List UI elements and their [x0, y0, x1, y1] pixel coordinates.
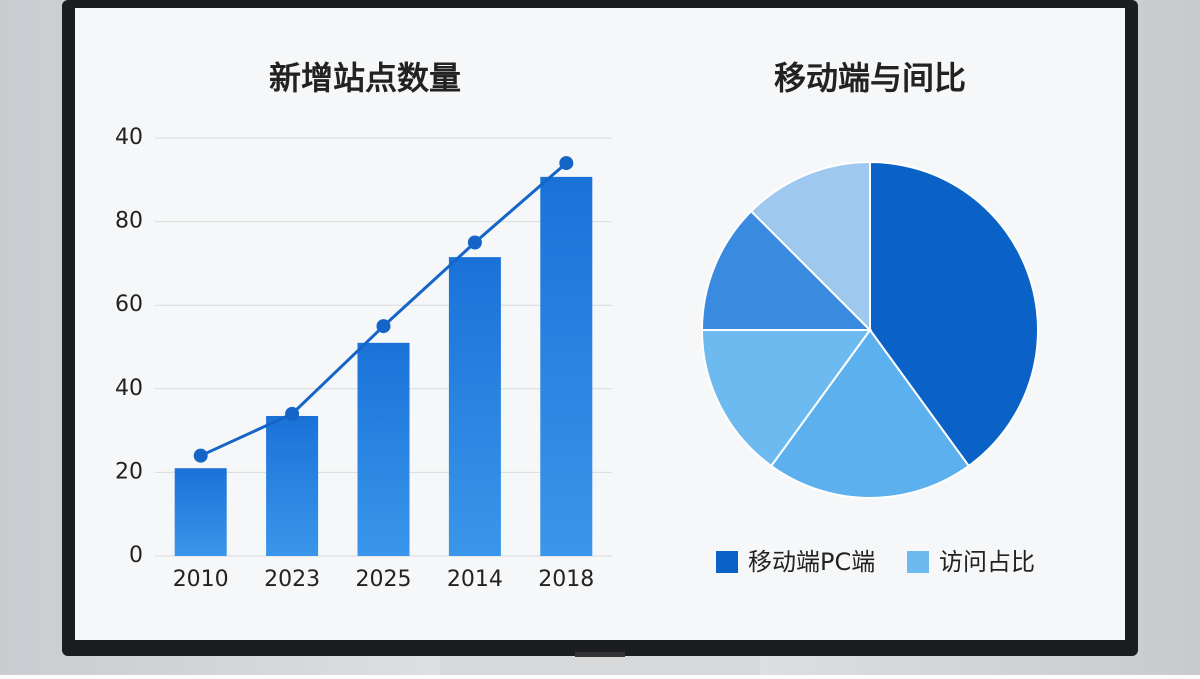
bar	[448, 257, 501, 556]
legend-swatch	[716, 551, 738, 573]
x-tick-label: 2025	[356, 567, 412, 592]
bar	[357, 342, 410, 556]
pie-slice	[869, 160, 1039, 468]
x-tick-label: 2014	[447, 567, 503, 592]
pie-slice	[700, 209, 873, 331]
x-tick-label: 2010	[173, 567, 229, 592]
legend-label: 访问占比	[939, 548, 1035, 576]
monitor-logo	[575, 652, 625, 657]
legend-swatch	[907, 551, 929, 573]
line-point	[559, 156, 574, 171]
line-point	[285, 406, 300, 421]
pie-slice	[769, 328, 971, 499]
line-point	[193, 448, 208, 463]
y-tick-label: 60	[115, 292, 143, 317]
x-tick-label: 2018	[538, 567, 594, 592]
y-tick-label: 0	[129, 543, 143, 568]
y-tick-label: 40	[115, 376, 143, 401]
pie-slice	[700, 329, 872, 468]
pie-slice	[749, 160, 871, 333]
y-tick-label: 40	[115, 125, 143, 150]
line-point	[467, 235, 482, 250]
bar	[174, 468, 227, 556]
bar	[540, 176, 593, 556]
y-tick-label: 80	[115, 209, 143, 234]
line-point	[376, 319, 391, 334]
legend-label: 移动端PC端	[748, 548, 875, 576]
x-tick-label: 2023	[264, 567, 320, 592]
pie-chart-title: 移动端与间比	[774, 59, 966, 97]
bar	[266, 415, 319, 556]
y-tick-label: 20	[115, 459, 143, 484]
bar-chart-title: 新增站点数量	[269, 59, 461, 97]
